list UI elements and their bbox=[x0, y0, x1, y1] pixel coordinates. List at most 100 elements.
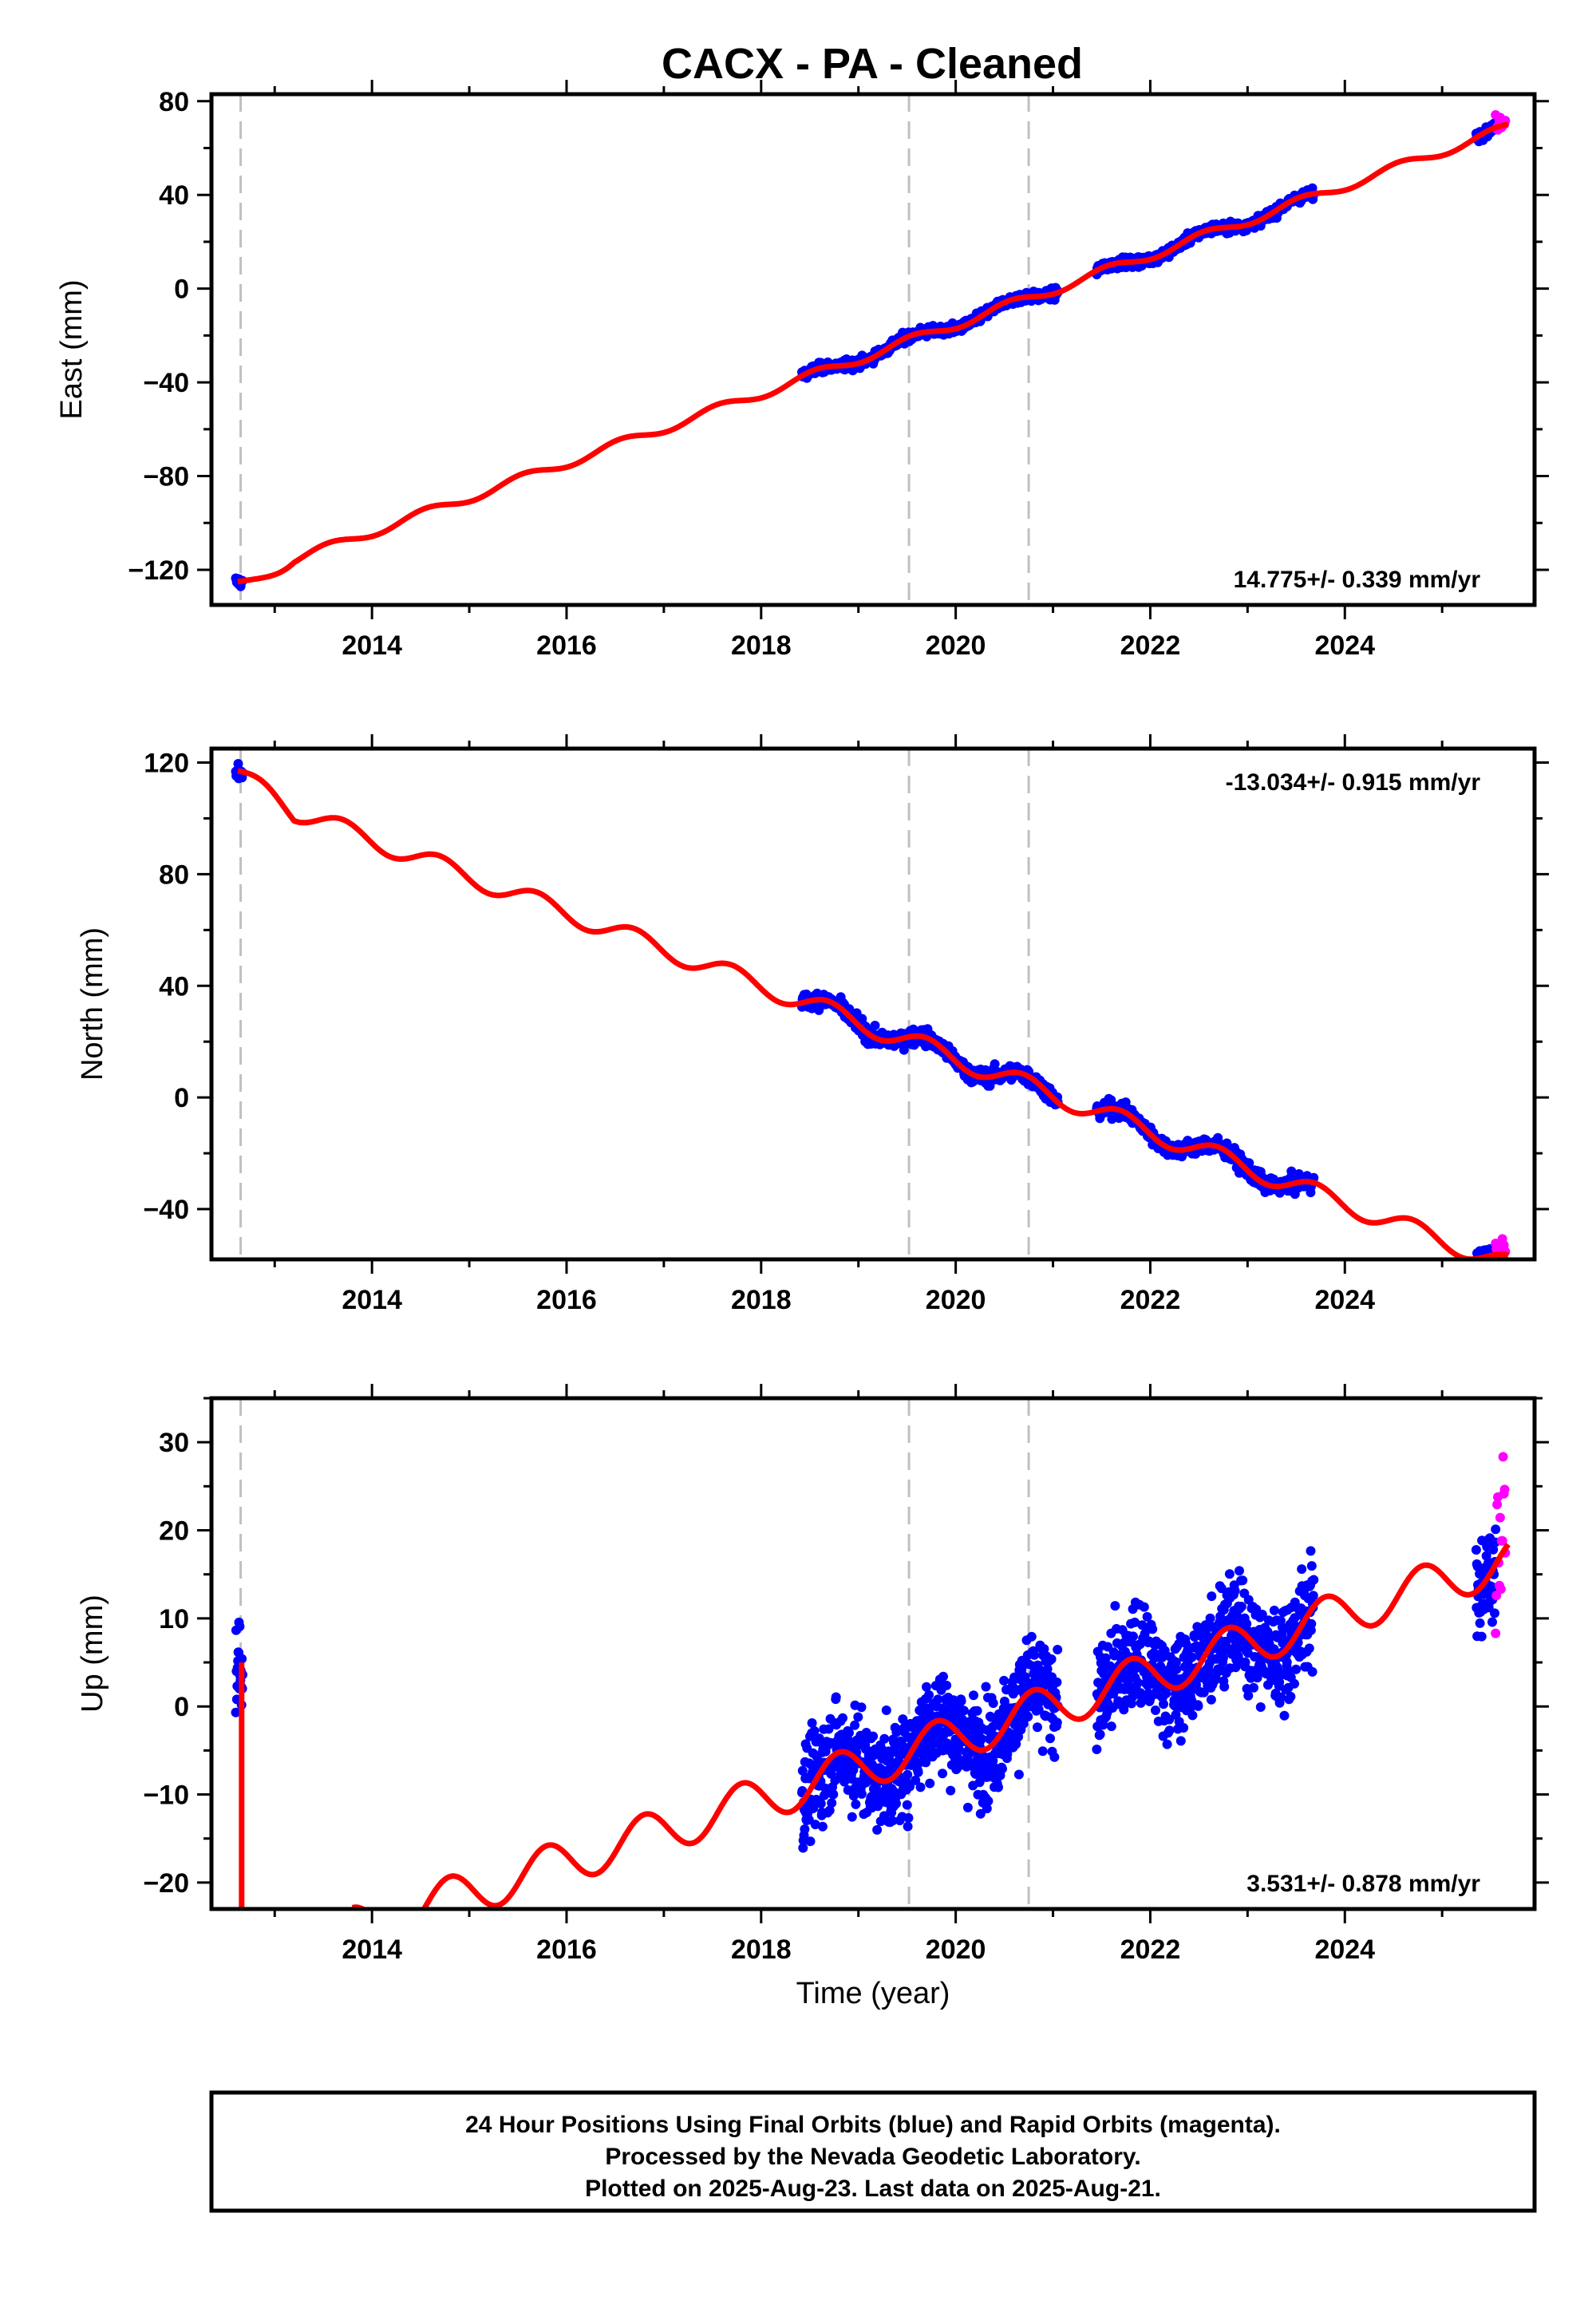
final-orbit-point bbox=[990, 1763, 1000, 1773]
final-orbit-point bbox=[921, 1757, 931, 1768]
final-orbit-point bbox=[1095, 1729, 1105, 1740]
footer-line-2: Processed by the Nevada Geodetic Laborat… bbox=[605, 2144, 1140, 2170]
x-tick-label: 2024 bbox=[1314, 630, 1375, 661]
final-orbit-point bbox=[805, 1836, 816, 1847]
final-orbit-point bbox=[1306, 1618, 1317, 1629]
data-points bbox=[231, 759, 1511, 1271]
y-axis-label: Up (mm) bbox=[76, 1595, 109, 1713]
final-orbit-point bbox=[946, 1785, 956, 1796]
final-orbit-point bbox=[233, 759, 243, 769]
x-tick-label: 2018 bbox=[731, 630, 792, 661]
data-points bbox=[231, 110, 1511, 591]
y-axis-label: North (mm) bbox=[76, 927, 109, 1081]
final-orbit-point bbox=[1479, 1262, 1488, 1271]
final-orbit-point bbox=[898, 1714, 908, 1725]
final-orbit-point bbox=[1243, 1690, 1254, 1701]
final-orbit-point bbox=[1476, 1631, 1487, 1642]
final-orbit-point bbox=[872, 1824, 883, 1835]
final-orbit-point bbox=[800, 1824, 810, 1834]
final-orbit-point bbox=[1162, 1739, 1172, 1749]
rapid-orbit-point bbox=[1491, 1628, 1501, 1638]
final-orbit-point bbox=[1046, 1654, 1057, 1664]
final-orbit-point bbox=[1206, 1694, 1216, 1705]
y-tick-label: −20 bbox=[143, 1868, 189, 1899]
x-tick-label: 2024 bbox=[1314, 1935, 1375, 1965]
final-orbit-point bbox=[903, 1821, 913, 1832]
final-orbit-point bbox=[831, 1692, 841, 1702]
final-orbit-point bbox=[810, 1820, 820, 1830]
final-orbit-point bbox=[1236, 1602, 1246, 1611]
final-orbit-point bbox=[1013, 1769, 1024, 1780]
final-orbit-point bbox=[1179, 1723, 1189, 1733]
final-orbit-point bbox=[1240, 1657, 1250, 1667]
x-axis-label: Time (year) bbox=[796, 1977, 950, 2010]
final-orbit-point bbox=[903, 1812, 914, 1823]
final-orbit-point bbox=[856, 1788, 867, 1799]
final-orbit-point bbox=[1033, 1722, 1042, 1733]
rapid-orbit-point bbox=[1495, 1584, 1506, 1595]
model-fit-line bbox=[235, 768, 1511, 1259]
final-orbit-point bbox=[994, 1782, 1003, 1792]
final-orbit-point bbox=[1306, 1546, 1316, 1556]
y-tick-label: 120 bbox=[144, 748, 189, 778]
y-tick-label: 20 bbox=[159, 1516, 189, 1547]
y-tick-label: 0 bbox=[174, 1083, 189, 1113]
final-orbit-point bbox=[1491, 1524, 1501, 1535]
final-orbit-point bbox=[1235, 1566, 1244, 1576]
final-orbit-point bbox=[911, 1775, 921, 1785]
x-tick-label: 2014 bbox=[342, 1935, 402, 1965]
final-orbit-point bbox=[1291, 1664, 1302, 1674]
final-orbit-point bbox=[1230, 1586, 1240, 1596]
x-tick-label: 2022 bbox=[1120, 630, 1181, 661]
final-orbit-point bbox=[1175, 1736, 1186, 1746]
final-orbit-point bbox=[962, 1802, 973, 1812]
final-orbit-point bbox=[1052, 1717, 1062, 1728]
final-orbit-point bbox=[1279, 1710, 1290, 1721]
final-orbit-point bbox=[1255, 1702, 1266, 1712]
x-tick-label: 2020 bbox=[926, 1935, 986, 1965]
final-orbit-point bbox=[1187, 1652, 1197, 1662]
final-orbit-point bbox=[1306, 1561, 1317, 1571]
final-orbit-point bbox=[925, 1778, 935, 1788]
final-orbit-point bbox=[1471, 1545, 1481, 1555]
final-orbit-point bbox=[237, 1654, 247, 1664]
final-orbit-point bbox=[879, 1733, 890, 1744]
final-orbit-point bbox=[1171, 1664, 1182, 1674]
final-orbit-point bbox=[924, 1690, 934, 1700]
final-orbit-point bbox=[1045, 1733, 1055, 1744]
final-orbit-point bbox=[1128, 1631, 1138, 1642]
east-panel: 2014 2016 2018 2020 2022 2024 −120 −80 −40 0 40 80 E… bbox=[55, 80, 1549, 661]
final-orbit-point bbox=[868, 1731, 879, 1741]
final-orbit-point bbox=[1304, 1643, 1314, 1654]
y-tick-label: 40 bbox=[159, 180, 189, 211]
final-orbit-point bbox=[1224, 1569, 1235, 1579]
final-orbit-point bbox=[1475, 1618, 1485, 1628]
x-tick-label: 2022 bbox=[1120, 1935, 1181, 1965]
final-orbit-point bbox=[1205, 1613, 1215, 1623]
final-orbit-point bbox=[998, 1764, 1007, 1774]
final-orbit-point bbox=[1159, 1699, 1168, 1709]
final-orbit-point bbox=[231, 1707, 241, 1717]
rapid-orbit-point bbox=[1499, 1484, 1510, 1495]
final-orbit-point bbox=[891, 1799, 901, 1808]
final-orbit-point bbox=[1049, 1752, 1060, 1762]
final-orbit-point bbox=[903, 1769, 913, 1780]
x-tick-label: 2020 bbox=[926, 1285, 986, 1315]
final-orbit-point bbox=[913, 1767, 923, 1777]
final-orbit-point bbox=[1269, 1605, 1279, 1615]
final-orbit-point bbox=[1238, 1575, 1248, 1586]
final-orbit-point bbox=[902, 1800, 912, 1810]
chart-title: CACX - PA - Cleaned bbox=[662, 40, 1083, 88]
x-tick-label: 2014 bbox=[342, 630, 402, 661]
final-orbit-point bbox=[972, 1705, 982, 1716]
final-orbit-point bbox=[1164, 1725, 1175, 1736]
final-orbit-point bbox=[848, 1791, 859, 1801]
final-orbit-point bbox=[938, 1769, 948, 1779]
y-tick-label: 0 bbox=[174, 1692, 189, 1722]
data-points bbox=[231, 1452, 1511, 1853]
final-orbit-point bbox=[850, 1720, 860, 1730]
model-fit-line bbox=[235, 121, 1511, 585]
final-orbit-point bbox=[948, 1695, 958, 1705]
final-orbit-point bbox=[933, 1694, 943, 1705]
